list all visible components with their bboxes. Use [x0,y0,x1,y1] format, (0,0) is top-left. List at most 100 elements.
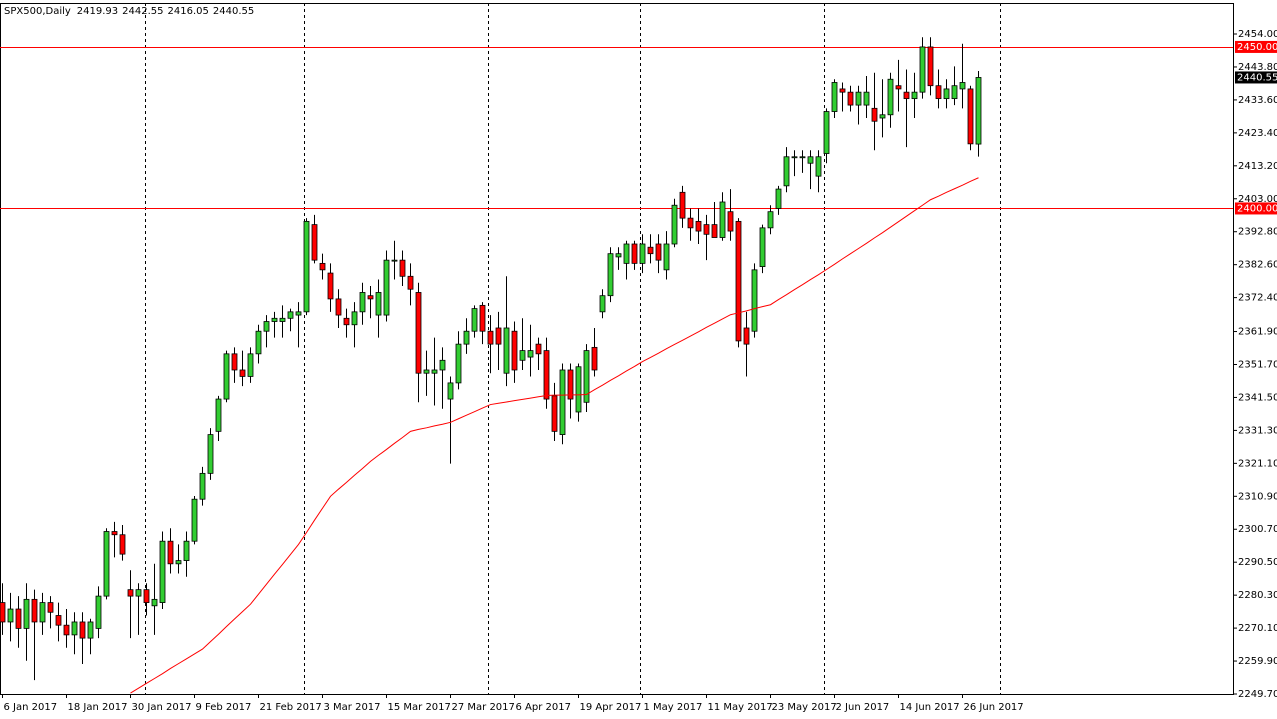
candle-body [751,269,758,332]
candle-body [863,91,870,106]
y-tick-label: 2331.30 [1238,425,1277,436]
candle-body [7,608,14,623]
candle-body [247,353,254,377]
candle-body [255,330,262,355]
candle-body [975,77,982,145]
y-tick-label: 2270.10 [1238,623,1277,634]
candle-body [103,531,110,597]
y-tick-label: 2372.40 [1238,293,1277,304]
candle-body [55,615,62,626]
candle-body [175,560,182,565]
candle-body [735,220,742,342]
candle-body [663,243,670,271]
x-tick-label: 27 Mar 2017 [452,702,515,713]
candle-body [839,88,846,93]
level-label-box [1235,202,1277,215]
candle-body [207,434,214,474]
candle-body [383,259,390,316]
x-tick-label: 6 Apr 2017 [516,702,571,713]
x-tick-label: 2 Jun 2017 [836,702,890,713]
candle-body [271,317,278,322]
x-tick-label: 23 May 2017 [772,702,837,713]
last-close: 2440.55 [213,6,254,17]
level-label: 2400.00 [1237,203,1277,214]
candle-body [375,292,382,316]
candle-body [127,589,134,597]
last-price-box [1235,71,1277,84]
candle-body [31,598,38,623]
candle-body [0,602,6,623]
candle-body [199,472,206,500]
last-low: 2416.05 [168,6,209,17]
candle-body [679,191,686,219]
candle-body [719,201,726,238]
y-tick-label: 2341.50 [1238,392,1277,403]
candle-body [63,624,70,636]
candle-body [527,350,534,358]
candle-body [279,317,286,322]
candle-body [543,350,550,400]
candle-body [463,330,470,345]
candle-body [519,350,526,361]
candle-body [855,91,862,106]
candle-body [695,220,702,232]
candle-body [727,211,734,232]
candle-body [423,369,430,374]
candle-body [591,346,598,371]
candle-body [367,295,374,300]
candle-body [775,188,782,209]
candle-body [151,598,158,607]
candle-body [263,321,270,332]
candle-body [223,353,230,400]
x-tick-label: 14 Jun 2017 [900,702,960,713]
candle-body [935,85,942,100]
candle-body [511,330,518,371]
candle-body [135,589,142,597]
candle-body [871,107,878,122]
x-tick-label: 3 Mar 2017 [324,702,381,713]
candle-body [615,253,622,258]
candle-body [623,243,630,264]
candle-body [71,621,78,636]
candle-body [903,91,910,100]
y-tick-label: 2433.60 [1238,95,1277,106]
x-tick-label: 18 Jan 2017 [68,702,128,713]
candle-body [647,246,654,255]
x-tick-label: 11 May 2017 [708,702,773,713]
x-tick-label: 26 Jun 2017 [964,702,1024,713]
candle-body [327,272,334,300]
candle-body [807,156,814,164]
candle-body [535,343,542,355]
x-tick-label: 15 Mar 2017 [388,702,451,713]
candle-body [487,330,494,345]
candle-body [743,327,750,345]
candle-body [703,224,710,235]
candle-body [399,259,406,277]
candle-body [167,540,174,565]
candle-body [495,327,502,345]
candle-body [287,311,294,319]
candle-body [447,382,454,400]
candle-body [831,82,838,112]
candle-body [959,82,966,90]
candle-body [631,243,638,264]
header: SPX500,Daily 2419.93 2442.55 2416.05 2440.55 [4,6,254,17]
y-tick-label: 2413.20 [1238,161,1277,172]
last-open: 2419.93 [77,6,118,17]
candle-body [87,621,94,639]
y-tick-label: 2259.90 [1238,656,1277,667]
candle-body [359,292,366,313]
candle-body [967,88,974,145]
candle-body [439,359,446,371]
moving-average [130,177,979,694]
candle-body [303,220,310,313]
y-tick-label: 2361.90 [1238,327,1277,338]
x-tick-label: 6 Jan 2017 [4,702,58,713]
level-label-box [1235,40,1277,53]
y-tick-label: 2423.40 [1238,128,1277,139]
last-high: 2442.55 [122,6,163,17]
candle-body [95,595,102,629]
y-tick-label: 2321.10 [1238,458,1277,469]
